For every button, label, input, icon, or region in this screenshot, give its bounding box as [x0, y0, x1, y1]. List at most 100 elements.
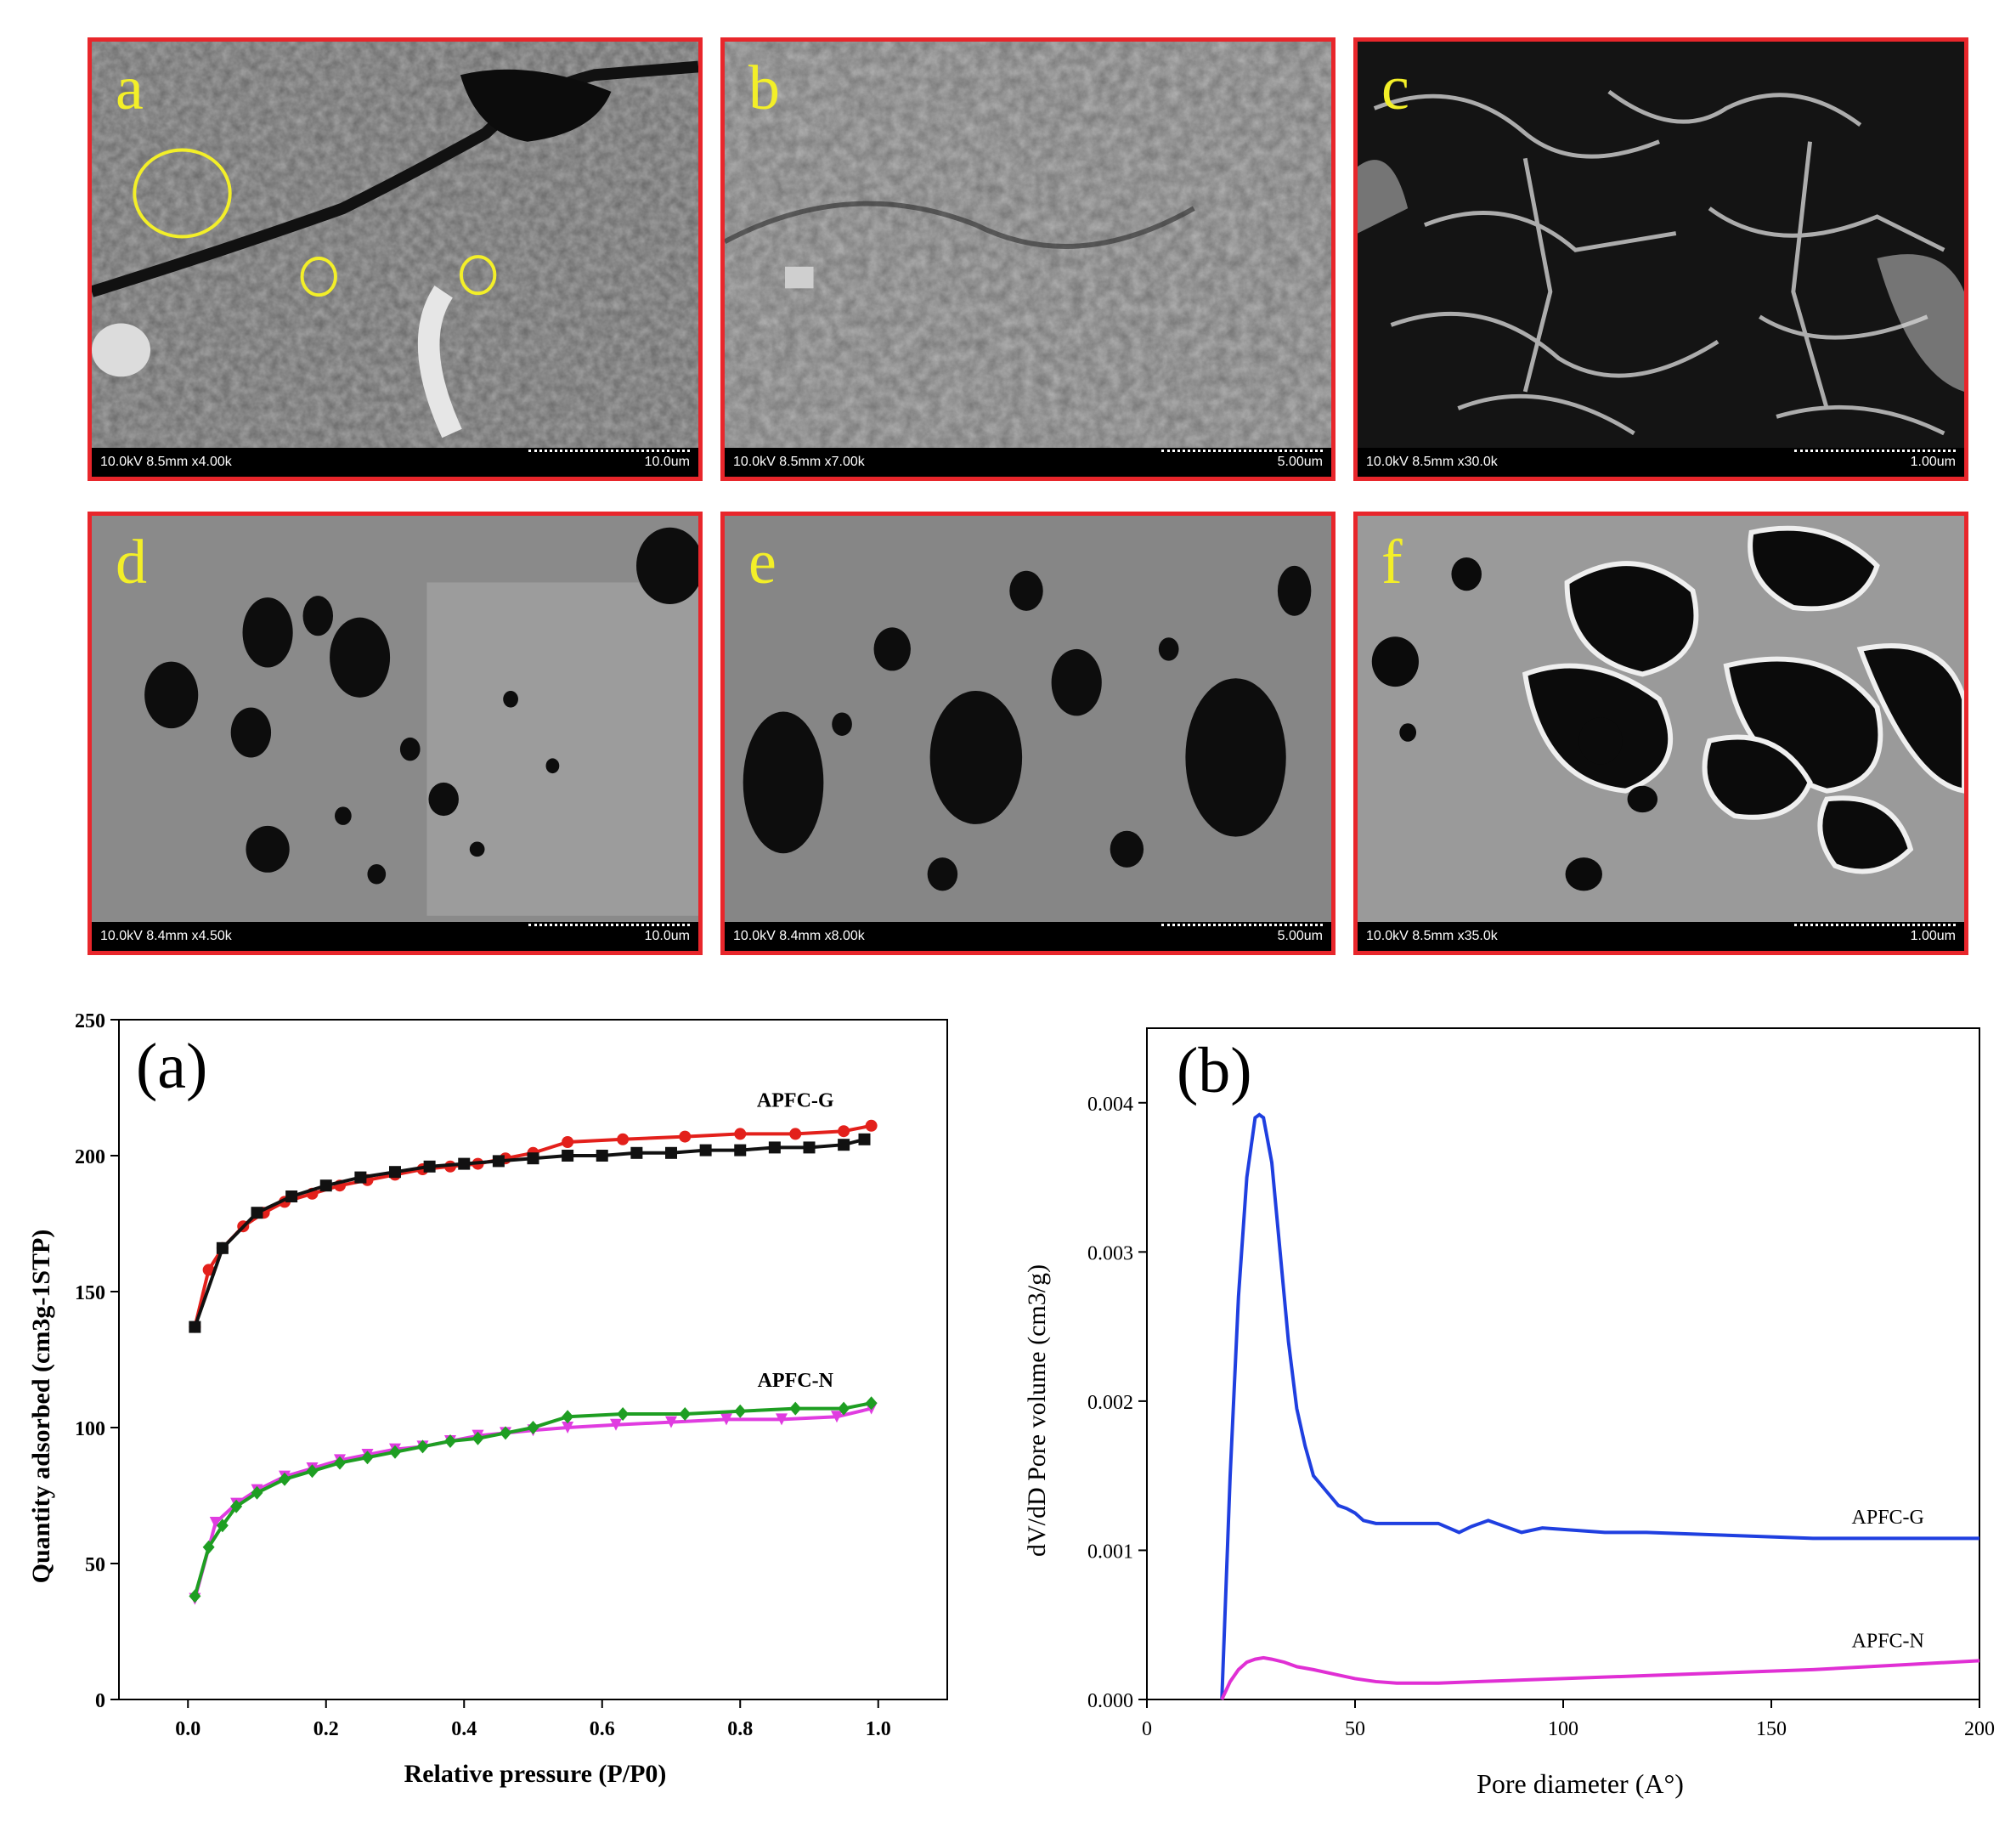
sem-info-bar: 10.0kV 8.5mm x35.0k 1.00um — [1358, 922, 1964, 951]
data-point — [285, 1190, 298, 1202]
y-tick-label: 250 — [75, 1010, 105, 1032]
y-axis-label: Quantity adsorbed (cm3g-1STP) — [27, 1230, 55, 1584]
data-point — [189, 1321, 201, 1333]
series-line — [1220, 1112, 1979, 1700]
sem-info: 10.0kV 8.4mm x4.50k — [100, 929, 232, 943]
x-tick-label: 100 — [1548, 1718, 1578, 1740]
scale-bar — [1161, 924, 1323, 930]
y-tick-label: 0.003 — [1087, 1242, 1133, 1264]
y-tick-label: 200 — [75, 1146, 105, 1168]
scale-bar — [1794, 924, 1956, 930]
data-point — [251, 1485, 263, 1500]
panel-label: (a) — [136, 1031, 207, 1102]
panel-letter: d — [116, 528, 147, 597]
y-ticks: 0.000 0.001 0.002 0.003 0.004 — [1087, 1094, 1147, 1712]
x-ticks: 0.0 0.2 0.4 0.6 0.8 1.0 — [175, 1699, 891, 1740]
data-point — [838, 1125, 850, 1138]
sem-panel-e: e 10.0kV 8.4mm x8.00k 5.00um — [720, 512, 1336, 955]
y-ticks: 0 50 100 150 200 250 — [75, 1010, 119, 1712]
data-point — [789, 1128, 802, 1140]
sem-info-bar: 10.0kV 8.5mm x7.00k 5.00um — [725, 448, 1331, 477]
scale-label: 5.00um — [1277, 455, 1323, 469]
x-tick-label: 1.0 — [866, 1718, 891, 1740]
annotations: APFC-G APFC-N — [1852, 1507, 1924, 1653]
y-tick-label: 0.000 — [1087, 1690, 1133, 1712]
sem-panel-d: d 10.0kV 8.4mm x4.50k 10.0um — [88, 512, 703, 955]
sem-info: 10.0kV 8.5mm x30.0k — [1366, 455, 1498, 469]
data-point — [209, 1517, 222, 1529]
series-line — [193, 1406, 872, 1600]
data-point — [838, 1139, 850, 1151]
plot-frame — [118, 1019, 948, 1700]
series-group — [189, 1119, 878, 1605]
sem-texture — [725, 42, 1331, 477]
sem-panel-b: b 10.0kV 8.5mm x7.00k 5.00um — [720, 37, 1336, 481]
data-point — [472, 1431, 484, 1445]
sem-texture — [725, 516, 1331, 951]
data-point — [562, 1150, 574, 1162]
scale-label: 10.0um — [644, 929, 690, 943]
scale-bar — [1161, 450, 1323, 455]
x-tick-label: 0.4 — [451, 1718, 477, 1740]
data-point — [202, 1264, 215, 1276]
x-tick-label: 0.2 — [313, 1718, 339, 1740]
y-tick-label: 0.002 — [1087, 1392, 1133, 1414]
x-tick-label: 0.0 — [175, 1718, 200, 1740]
scale-bar — [1794, 450, 1956, 455]
isotherm-chart: 0.0 0.2 0.4 0.6 0.8 1.0 0 50 100 150 200 250 (a) R… — [27, 1010, 948, 1788]
data-point — [500, 1426, 511, 1440]
x-tick-label: 0.8 — [727, 1718, 753, 1740]
annotations: APFC-G APFC-N — [757, 1089, 834, 1392]
series-line — [1220, 1655, 1980, 1700]
data-point — [630, 1146, 643, 1159]
sem-info: 10.0kV 8.5mm x4.00k — [100, 455, 232, 469]
scale-bar — [528, 450, 690, 455]
scale-label: 5.00um — [1277, 929, 1323, 943]
data-point — [202, 1540, 215, 1554]
data-point — [720, 1413, 732, 1426]
data-point — [734, 1128, 747, 1140]
data-point — [789, 1401, 802, 1416]
sem-info-bar: 10.0kV 8.5mm x4.00k 10.0um — [92, 448, 698, 477]
pore-distribution-chart: 0 50 100 150 200 0.000 0.001 0.002 0.003 0.004 (… — [1023, 1027, 1995, 1799]
panel-label: (b) — [1177, 1035, 1252, 1106]
sem-panel-f: f 10.0kV 8.5mm x35.0k 1.00um — [1353, 512, 1968, 955]
series-annotation: APFC-N — [758, 1370, 834, 1392]
data-point — [617, 1407, 630, 1421]
data-point — [803, 1141, 816, 1154]
plot-area — [1146, 1027, 1980, 1700]
data-point — [354, 1171, 367, 1184]
scale-label: 1.00um — [1910, 455, 1956, 469]
sem-texture — [1358, 516, 1964, 951]
y-tick-label: 0.004 — [1087, 1094, 1133, 1116]
x-tick-label: 0 — [1142, 1718, 1152, 1740]
sem-texture — [92, 42, 698, 477]
data-point — [679, 1130, 692, 1143]
x-tick-label: 50 — [1345, 1718, 1365, 1740]
scale-label: 10.0um — [644, 455, 690, 469]
x-tick-label: 200 — [1964, 1718, 1995, 1740]
sem-info-bar: 10.0kV 8.4mm x8.00k 5.00um — [725, 922, 1331, 951]
series-line — [193, 1401, 872, 1597]
y-tick-label: 100 — [75, 1418, 105, 1440]
data-point — [838, 1401, 850, 1416]
data-point — [858, 1133, 871, 1145]
data-point — [699, 1144, 712, 1157]
data-point — [389, 1445, 401, 1459]
sem-texture — [92, 516, 698, 951]
data-point — [334, 1456, 346, 1470]
data-point — [216, 1518, 229, 1533]
x-axis-label: Relative pressure (P/P0) — [404, 1760, 667, 1788]
panel-letter: a — [116, 54, 144, 123]
series-group — [1220, 1112, 1980, 1700]
x-tick-label: 0.6 — [590, 1718, 615, 1740]
y-tick-label: 0.001 — [1087, 1541, 1133, 1563]
data-point — [216, 1241, 229, 1254]
data-point — [444, 1434, 456, 1448]
data-point — [562, 1410, 574, 1424]
y-tick-label: 50 — [85, 1554, 105, 1576]
data-point — [361, 1451, 374, 1465]
series-annotation: APFC-G — [1852, 1507, 1924, 1529]
data-point — [319, 1179, 332, 1192]
series-annotation: APFC-G — [757, 1089, 834, 1111]
